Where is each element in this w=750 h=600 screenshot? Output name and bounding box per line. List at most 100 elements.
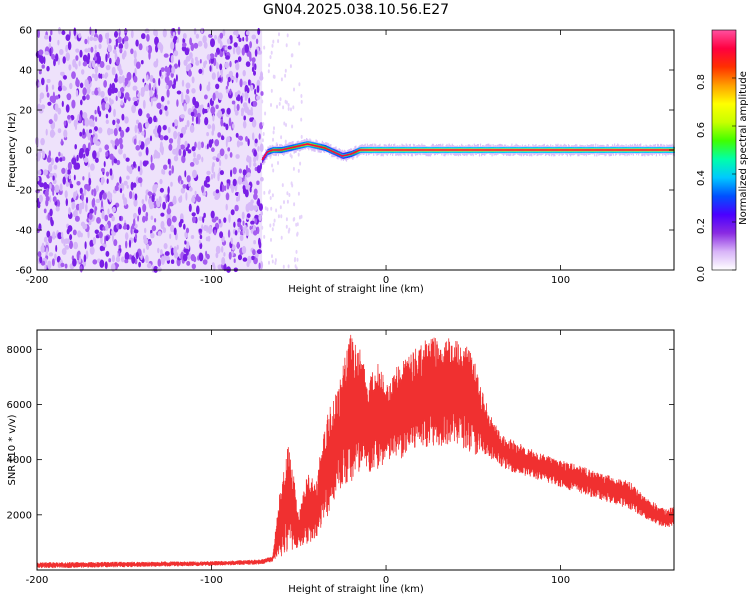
- noise-speckle: [295, 266, 298, 271]
- noise-speckle: [165, 195, 168, 204]
- noise-speckle: [199, 234, 203, 240]
- noise-speckle: [249, 117, 254, 122]
- noise-speckle: [204, 94, 208, 100]
- noise-speckle: [210, 106, 216, 115]
- noise-speckle: [278, 101, 281, 106]
- noise-speckle: [95, 198, 101, 204]
- noise-speckle: [82, 61, 88, 67]
- noise-speckle: [45, 128, 48, 136]
- noise-speckle: [261, 138, 264, 143]
- noise-speckle: [118, 137, 123, 145]
- noise-speckle: [272, 130, 275, 135]
- noise-speckle: [253, 193, 258, 200]
- noise-speckle: [137, 177, 143, 184]
- noise-speckle: [94, 73, 98, 82]
- noise-speckle: [71, 157, 77, 165]
- noise-speckle: [133, 50, 137, 59]
- noise-speckle: [61, 235, 64, 244]
- noise-speckle: [84, 241, 87, 250]
- noise-speckle: [57, 85, 63, 92]
- noise-speckle: [227, 45, 232, 50]
- noise-speckle: [153, 128, 157, 135]
- noise-speckle: [153, 29, 157, 36]
- noise-speckle: [298, 41, 301, 46]
- noise-speckle: [119, 215, 122, 221]
- noise-speckle: [220, 118, 224, 127]
- noise-speckle: [124, 259, 129, 264]
- noise-speckle: [140, 60, 144, 65]
- noise-speckle: [164, 76, 170, 84]
- noise-speckle: [46, 247, 48, 256]
- noise-speckle: [61, 100, 64, 107]
- noise-speckle: [182, 42, 187, 48]
- noise-speckle: [147, 191, 153, 196]
- noise-speckle: [158, 77, 161, 87]
- noise-speckle: [160, 95, 165, 102]
- noise-speckle: [263, 234, 266, 239]
- noise-speckle: [50, 216, 53, 225]
- noise-speckle: [52, 189, 55, 196]
- noise-speckle: [67, 225, 73, 232]
- noise-speckle: [124, 41, 129, 50]
- noise-speckle: [171, 165, 174, 174]
- noise-speckle: [212, 191, 217, 197]
- noise-speckle: [227, 76, 231, 83]
- noise-speckle: [134, 193, 138, 201]
- noise-speckle: [75, 190, 78, 197]
- noise-speckle: [269, 196, 272, 200]
- noise-speckle: [122, 193, 125, 201]
- noise-speckle: [263, 45, 266, 50]
- noise-speckle: [191, 57, 194, 66]
- noise-speckle: [134, 233, 138, 240]
- noise-speckle: [260, 91, 264, 96]
- noise-speckle: [123, 35, 129, 42]
- noise-speckle: [134, 124, 138, 134]
- noise-speckle: [258, 237, 261, 246]
- noise-speckle: [144, 28, 150, 34]
- noise-speckle: [61, 248, 67, 255]
- noise-speckle: [126, 184, 129, 189]
- noise-speckle: [157, 127, 160, 134]
- noise-speckle: [185, 94, 188, 99]
- noise-speckle: [44, 263, 47, 271]
- noise-speckle: [44, 190, 49, 198]
- noise-speckle: [185, 227, 190, 234]
- noise-speckle: [153, 265, 159, 273]
- noise-speckle: [242, 37, 245, 42]
- noise-speckle: [273, 218, 276, 223]
- noise-speckle: [214, 34, 217, 40]
- noise-speckle: [199, 83, 202, 92]
- noise-speckle: [211, 123, 216, 132]
- noise-speckle: [102, 192, 107, 200]
- noise-speckle: [175, 74, 178, 82]
- noise-speckle: [92, 188, 97, 197]
- noise-speckle: [73, 241, 78, 250]
- colorbar-tick-label: 0.2: [696, 218, 707, 234]
- noise-speckle: [195, 116, 199, 125]
- noise-speckle: [182, 184, 187, 189]
- noise-speckle: [107, 52, 110, 59]
- noise-speckle: [118, 148, 123, 155]
- noise-speckle: [80, 221, 86, 227]
- noise-speckle: [80, 147, 85, 154]
- noise-speckle: [239, 234, 244, 242]
- colorbar-frame: [711, 29, 737, 271]
- noise-speckle: [89, 246, 95, 255]
- noise-speckle: [59, 49, 64, 55]
- noise-speckle: [164, 251, 170, 256]
- noise-speckle: [184, 170, 187, 178]
- noise-speckle: [99, 61, 105, 68]
- noise-speckle: [39, 182, 44, 188]
- noise-speckle: [165, 109, 169, 117]
- noise-speckle: [54, 253, 57, 261]
- noise-speckle: [157, 247, 160, 254]
- noise-speckle: [90, 137, 93, 146]
- noise-speckle: [94, 44, 97, 50]
- noise-speckle: [245, 164, 249, 173]
- noise-speckle: [173, 130, 178, 140]
- noise-speckle: [114, 138, 120, 147]
- noise-speckle: [186, 120, 190, 128]
- noise-speckle: [79, 187, 83, 194]
- noise-speckle: [195, 33, 200, 39]
- colorbar-label: Normalized spectral amplitude: [738, 71, 749, 225]
